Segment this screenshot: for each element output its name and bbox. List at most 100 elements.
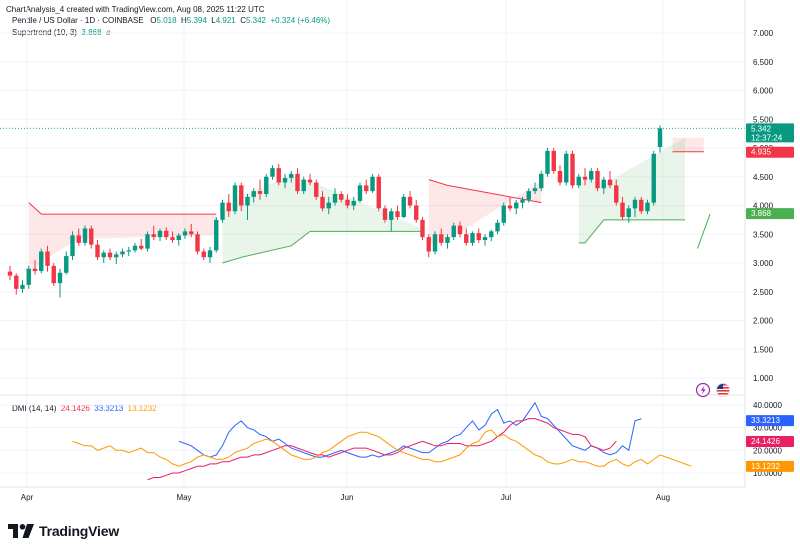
dmi-adx-badge-text: 13.1232 <box>751 462 780 471</box>
candle-body <box>651 153 656 203</box>
candle-body <box>257 191 263 194</box>
last-price-badge-bg <box>746 123 794 143</box>
candle-body <box>170 237 175 240</box>
price-tick-label: 3.500 <box>753 230 774 239</box>
dmi-legend[interactable]: DMI (14, 14) 24.1426 33.3213 13.1232 <box>12 404 157 413</box>
candle-body <box>389 211 394 220</box>
candle-body <box>414 205 419 220</box>
dmi-line-di <box>147 418 617 481</box>
chart-title: ChartAnalysis_4 created with TradingView… <box>6 5 265 14</box>
candle-body <box>482 237 488 240</box>
time-tick-label: Apr <box>21 493 34 502</box>
candle-body <box>182 231 188 236</box>
dmi-adx-value: 13.1232 <box>127 404 157 413</box>
candle-body <box>526 191 531 200</box>
candle-body <box>251 191 256 197</box>
candle-body <box>120 251 125 255</box>
candle-body <box>195 234 200 252</box>
candle-body <box>345 199 350 206</box>
dmi-minus-value: 24.1426 <box>60 404 90 413</box>
dmi-tick-label: 10.0000 <box>753 469 782 478</box>
candle-body <box>82 228 88 243</box>
time-tick-label: Jun <box>341 493 354 502</box>
supertrend-fills <box>28 137 704 277</box>
supertrend-down-line <box>28 202 217 215</box>
price-tick-label: 2.500 <box>753 288 774 297</box>
candle-body <box>351 200 356 206</box>
candle-body <box>470 233 475 243</box>
candle-body <box>295 173 300 192</box>
candle-body <box>114 254 119 258</box>
candle-body <box>514 202 519 209</box>
candle-body <box>245 196 250 206</box>
lightning-icon[interactable] <box>695 382 711 398</box>
candle-body <box>382 208 388 220</box>
candle-body <box>76 235 81 243</box>
candle-body <box>32 268 38 272</box>
dmi-adx-badge-bg <box>746 460 794 472</box>
price-tick-label: 4.500 <box>753 173 774 182</box>
candle-body <box>145 234 150 249</box>
symbol-name[interactable]: Pendle / US Dollar · 1D · COINBASE <box>12 16 144 25</box>
brand-name: TradingView <box>39 523 120 539</box>
dmi-plus-value: 33.3213 <box>94 404 124 413</box>
candle-body <box>26 268 31 285</box>
brand: TradingView <box>8 522 119 540</box>
candle-body <box>364 185 369 192</box>
candle-body <box>189 231 194 235</box>
candle-body <box>107 252 113 258</box>
candle-body <box>289 173 294 178</box>
candle-body <box>357 185 363 201</box>
candle-body <box>395 211 400 217</box>
price-tick-label: 4.000 <box>753 202 774 211</box>
supertrend-down-fill <box>28 202 217 277</box>
candle-body <box>370 176 375 192</box>
time-tick-label: Aug <box>656 493 670 502</box>
supertrend-down-badge-bg <box>746 146 794 158</box>
candle-body <box>557 171 563 183</box>
candle-body <box>320 196 325 209</box>
candle-body <box>576 176 581 186</box>
candle-body <box>376 176 381 209</box>
low-value: 4.921 <box>215 16 236 25</box>
dmi-series <box>72 401 692 481</box>
dmi-label: DMI (14, 14) <box>12 404 57 413</box>
candle-body <box>64 256 69 273</box>
candle-body <box>539 173 544 189</box>
close-value: 5.342 <box>245 16 267 25</box>
candle-body <box>132 245 138 251</box>
candle-body <box>582 176 588 180</box>
candle-body <box>645 202 650 212</box>
us-flag-icon[interactable] <box>716 383 730 397</box>
open-value: 5.018 <box>156 16 177 25</box>
candle-body <box>445 237 450 243</box>
candle-body <box>301 179 306 192</box>
candle-body <box>207 250 213 258</box>
candle-body <box>39 251 44 272</box>
candle-body <box>439 234 444 243</box>
candle-body <box>57 272 63 284</box>
candle-body <box>457 225 463 235</box>
candle-body <box>595 171 600 189</box>
candle-body <box>420 219 425 238</box>
candle-body <box>451 225 456 238</box>
candle-body <box>270 168 275 177</box>
candle-body <box>401 196 406 217</box>
candle-body <box>164 230 169 238</box>
candle-body <box>532 188 538 192</box>
candle-body <box>657 128 663 147</box>
candle-body <box>101 252 106 258</box>
candle-body <box>307 179 313 183</box>
candle-body <box>201 251 206 258</box>
candle-body <box>432 234 438 252</box>
supertrend-down-line <box>428 179 542 204</box>
candlestick-series <box>0 125 745 298</box>
candle-body <box>89 228 94 245</box>
time-tick-label: Jul <box>501 493 511 502</box>
candle-body <box>239 185 244 206</box>
candle-body <box>226 202 231 212</box>
supertrend-up-line <box>697 213 711 249</box>
candle-body <box>232 185 238 212</box>
candle-body <box>626 208 631 217</box>
